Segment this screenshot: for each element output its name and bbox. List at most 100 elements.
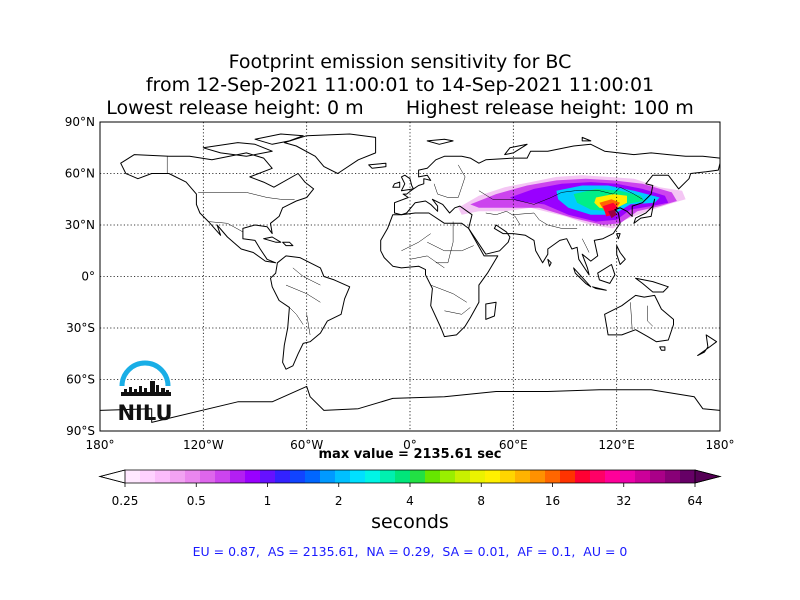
coastline [485,301,497,320]
colorbar-swatch [650,470,666,483]
title-line-2: from 12-Sep-2021 11:00:01 to 14-Sep-2021… [145,74,655,96]
coastline [270,255,351,370]
border [430,284,467,303]
colorbar-swatch [230,470,246,483]
colorbar-swatch [185,470,201,483]
coastline [633,198,656,224]
logo-arc [119,360,171,387]
plume-contour [602,202,619,217]
colorbar-swatch [605,470,621,483]
border [485,211,521,226]
colorbar-swatch [155,470,171,483]
colorbar-swatch [215,470,231,483]
colorbar-tick-label: 8 [477,494,485,508]
colorbar-swatch [680,470,696,483]
logo-text: NILU [117,401,172,425]
border [581,238,590,253]
lat-tick-label: 30°N [65,218,95,232]
colorbar-swatch [350,470,366,483]
colorbar-swatch [200,470,216,483]
coastline [100,385,720,431]
colorbar-swatch [245,470,261,483]
coastline [581,136,592,142]
coastline [547,258,552,267]
longitude-labels: 180° 120°W 60°W 0° 60°E 120°E 180° [86,438,735,452]
lon-tick-label: 180° [706,438,735,452]
border [401,233,431,252]
lon-tick-label: 0° [403,438,417,452]
coastline [392,181,401,188]
lon-tick-label: 120°W [183,438,224,452]
coastline [263,236,282,243]
coastline [282,241,294,247]
colorbar-tick-labels: 0.25 0.5 1 2 4 8 16 32 64 [112,483,703,508]
coastline [202,142,273,157]
border [427,241,474,252]
title-line-3: Lowest release height: 0 m Highest relea… [106,97,694,119]
colorbar [98,469,722,484]
colorbar-max-extend [694,469,722,484]
colorbar-units: seconds [371,511,449,533]
colorbar-swatch [260,470,276,483]
lat-tick-label: 30°S [66,321,95,335]
colorbar-swatch [275,470,291,483]
border [435,221,454,264]
coastline [597,264,616,284]
lon-tick-label: 60°W [290,438,323,452]
colorbar-swatch [515,470,531,483]
colorbar-tick-label: 4 [406,494,414,508]
lat-tick-label: 90°S [66,424,95,438]
border [292,267,321,286]
colorbar-swatch [575,470,591,483]
lon-tick-label: 120°E [598,438,635,452]
colorbar-tick-label: 2 [335,494,343,508]
colorbar-swatch [335,470,351,483]
plume-contour [608,209,617,219]
coastline [504,143,528,156]
colorbar-swatch [485,470,501,483]
colorbar-swatch [560,470,576,483]
colorbar-swatch [140,470,156,483]
lat-tick-label: 0° [81,270,95,284]
colorbar-swatch [320,470,336,483]
logo-skyline [121,381,171,396]
colorbar-swatch [530,470,546,483]
colorbar-swatch [170,470,186,483]
nilu-logo: NILU [117,360,173,425]
colorbar-swatch [635,470,651,483]
max-value-label: max value = 2135.61 sec [318,447,502,462]
coastline [394,143,720,276]
border [409,255,445,269]
region-summary: EU = 0.87, AS = 2135.61, NA = 0.29, SA =… [192,544,628,559]
graticule [100,122,720,431]
footprint-plume [458,175,686,229]
latitude-labels: 90°N 60°N 30°N 0° 30°S 60°S 90°S [65,115,95,438]
colorbar-swatch [425,470,441,483]
colorbar-swatch [440,470,456,483]
lon-tick-label: 180° [86,438,115,452]
coastline [400,174,414,192]
map-area [100,122,720,431]
coastline [573,267,592,288]
coastline [368,162,387,169]
border [208,221,244,233]
border [630,302,633,330]
colorbar-swatch [365,470,381,483]
coastline [426,138,454,145]
border [285,284,321,303]
title-line-1: Footprint emission sensitivity for BC [228,51,572,73]
colorbar-swatch [290,470,306,483]
coastline [604,294,674,343]
country-borders [166,156,653,335]
coastline [616,245,626,265]
colorbar-swatch [305,470,321,483]
colorbar-swatch [500,470,516,483]
colorbar-swatch [455,470,471,483]
colorbar-swatch [380,470,396,483]
border [198,192,295,200]
coastlines [100,133,720,431]
coastline [616,233,621,240]
map-frame [99,121,721,432]
colorbar-tick-label: 64 [687,494,702,508]
border [444,307,471,315]
